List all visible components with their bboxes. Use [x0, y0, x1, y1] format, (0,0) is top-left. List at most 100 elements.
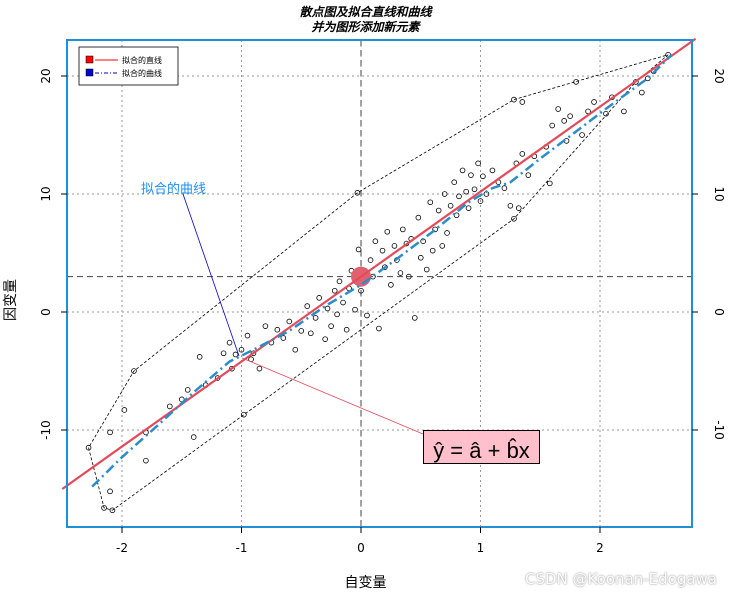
data-point — [324, 305, 331, 312]
data-point — [397, 270, 404, 276]
data-point — [549, 122, 555, 129]
data-point — [447, 203, 454, 209]
plot-frame — [66, 39, 693, 528]
data-point — [489, 167, 496, 174]
convex-hull — [88, 54, 669, 511]
data-point — [444, 230, 450, 236]
data-point — [415, 214, 422, 221]
data-point — [143, 457, 149, 464]
data-point — [511, 96, 517, 103]
legend-swatch — [85, 55, 94, 64]
data-point — [463, 188, 469, 195]
data-point — [477, 198, 484, 204]
data-point — [639, 89, 645, 96]
data-point — [453, 212, 460, 219]
data-point — [336, 278, 343, 285]
data-point — [555, 106, 561, 112]
data-point — [286, 318, 293, 325]
data-point — [519, 151, 526, 157]
data-point — [405, 273, 412, 280]
data-point — [241, 411, 247, 418]
data-point — [109, 507, 116, 514]
data-point — [354, 190, 361, 196]
fit-lines — [61, 37, 697, 490]
data-point — [384, 228, 391, 235]
data-point — [621, 108, 627, 115]
data-point — [417, 254, 424, 261]
annotation-arrows — [182, 193, 424, 435]
regression-formula-box: ŷ = â + b̂x — [423, 430, 540, 464]
data-point — [292, 346, 299, 353]
data-point — [567, 113, 573, 119]
data-point — [280, 335, 287, 341]
data-point — [423, 266, 430, 273]
data-point — [603, 110, 609, 117]
data-point — [196, 354, 203, 360]
data-point — [372, 238, 379, 245]
data-point — [429, 247, 436, 254]
data-point — [190, 434, 197, 440]
legend-swatch — [85, 68, 94, 77]
data-point — [121, 407, 128, 413]
legend-label: 拟合的直线 — [122, 55, 162, 65]
data-point — [355, 246, 362, 253]
fitted-curve — [91, 53, 673, 488]
data-point — [547, 180, 553, 187]
x-tick-label: -2 — [116, 541, 128, 555]
data-point — [184, 387, 191, 393]
data-point — [561, 118, 567, 124]
y-tick-label-right: 10 — [712, 186, 726, 201]
x-tick-label: 0 — [357, 541, 365, 555]
data-point — [471, 186, 478, 193]
x-axis-label: 自变量 — [344, 575, 387, 591]
data-point — [468, 172, 474, 178]
data-point — [226, 339, 233, 346]
y-tick-label-left: 20 — [39, 68, 53, 83]
data-point — [312, 315, 319, 321]
data-point — [376, 325, 382, 332]
data-point — [388, 282, 394, 288]
x-tick-label: -1 — [236, 541, 248, 555]
data-point — [262, 323, 269, 329]
grid-lines — [67, 40, 692, 527]
chart-subtitle: 并为图形添加新元素 — [311, 20, 420, 34]
data-point — [316, 295, 322, 301]
data-point — [358, 287, 364, 294]
y-tick-label-left: 0 — [39, 308, 53, 316]
y-tick-label-right: 0 — [712, 308, 726, 316]
data-point — [101, 505, 107, 511]
y-tick-label-left: 10 — [39, 186, 53, 201]
data-point — [367, 257, 374, 263]
data-point — [441, 191, 448, 197]
data-point — [591, 99, 597, 105]
data-point — [427, 199, 434, 206]
data-point — [232, 351, 239, 358]
data-point — [459, 167, 466, 174]
data-point — [340, 299, 346, 306]
data-point — [411, 315, 418, 321]
data-point — [519, 99, 526, 105]
formula-annotation-arrow — [241, 357, 424, 435]
curve-annotation-arrow — [182, 193, 240, 357]
curve-annotation-label: 拟合的曲线 — [141, 182, 207, 197]
data-point — [644, 75, 651, 82]
data-point — [435, 207, 442, 214]
data-point — [244, 332, 251, 339]
data-point — [475, 160, 481, 167]
data-point — [107, 429, 113, 436]
fitted-straight-line — [61, 37, 697, 490]
data-point — [331, 287, 338, 294]
data-point — [308, 330, 314, 337]
data-point — [167, 403, 173, 410]
y-tick-label-right: -10 — [712, 420, 726, 440]
data-point — [579, 132, 585, 138]
y-tick-label-right: 20 — [712, 68, 726, 83]
y-axis-label: 因变量 — [3, 279, 19, 321]
data-point — [250, 350, 257, 357]
data-point — [298, 328, 305, 334]
data-point — [451, 179, 458, 186]
data-point — [256, 365, 263, 372]
